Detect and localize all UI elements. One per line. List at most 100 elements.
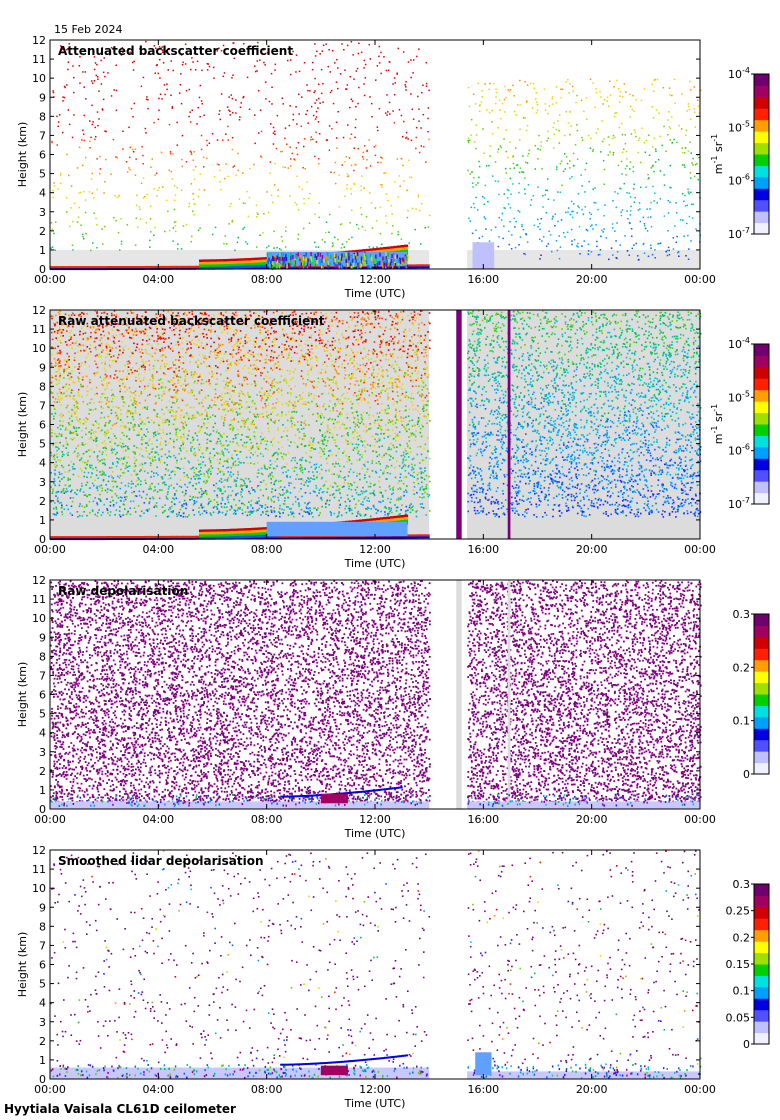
- heatmap-cell: [179, 329, 181, 332]
- heatmap-cell: [93, 56, 96, 58]
- heatmap-cell: [402, 51, 405, 53]
- heatmap-cell: [539, 258, 541, 260]
- heatmap-cell: [294, 385, 296, 387]
- heatmap-cell: [173, 454, 175, 457]
- heatmap-cell: [626, 158, 628, 160]
- heatmap-cell: [420, 145, 423, 147]
- heatmap-cell: [654, 257, 656, 259]
- heatmap-cell: [404, 374, 407, 376]
- heatmap-cell: [422, 399, 424, 402]
- heatmap-cell: [53, 185, 56, 187]
- heatmap-cell: [352, 344, 355, 346]
- heatmap-cell: [645, 139, 648, 142]
- heatmap-cell: [224, 414, 227, 416]
- heatmap-cell: [521, 171, 523, 173]
- heatmap-cell: [81, 395, 83, 398]
- heatmap-cell: [395, 385, 398, 388]
- heatmap-cell: [315, 487, 318, 489]
- heatmap-cell: [312, 61, 314, 64]
- heatmap-cell: [119, 438, 122, 440]
- cloud-layer-segment: [328, 267, 335, 269]
- heatmap-cell: [65, 359, 68, 362]
- heatmap-cell: [277, 256, 279, 261]
- heatmap-cell: [393, 317, 395, 320]
- heatmap-cell: [401, 462, 404, 464]
- heatmap-cell: [148, 438, 151, 440]
- heatmap-cell: [78, 206, 80, 209]
- heatmap-cell: [400, 418, 402, 420]
- heatmap-cell: [206, 144, 208, 147]
- heatmap-cell: [420, 467, 423, 470]
- heatmap-cell: [180, 54, 183, 56]
- heatmap-cell: [348, 252, 350, 257]
- heatmap-cell: [192, 503, 195, 506]
- heatmap-cell: [382, 265, 384, 270]
- heatmap-cell: [274, 162, 276, 165]
- heatmap-cell: [263, 61, 265, 64]
- heatmap-cell: [77, 402, 79, 404]
- heatmap-cell: [226, 369, 229, 371]
- heatmap-cell: [164, 483, 166, 486]
- heatmap-cell: [385, 252, 387, 257]
- heatmap-cell: [361, 316, 364, 319]
- heatmap-cell: [375, 258, 378, 263]
- heatmap-cell: [535, 92, 538, 94]
- heatmap-cell: [569, 83, 571, 85]
- heatmap-cell: [402, 257, 404, 262]
- heatmap-cell: [112, 485, 115, 488]
- heatmap-cell: [199, 477, 202, 480]
- heatmap-cell: [159, 77, 161, 79]
- heatmap-cell: [248, 396, 250, 398]
- heatmap-cell: [104, 373, 107, 376]
- heatmap-cell: [658, 112, 660, 114]
- heatmap-cell: [139, 514, 141, 517]
- heatmap-cell: [319, 415, 322, 417]
- heatmap-cell: [398, 109, 401, 111]
- heatmap-cell: [405, 453, 407, 455]
- heatmap-cell: [417, 358, 419, 361]
- heatmap-region: [467, 249, 700, 269]
- heatmap-cell: [190, 468, 192, 470]
- heatmap-cell: [84, 443, 87, 445]
- heatmap-cell: [339, 347, 342, 350]
- heatmap-cell: [176, 438, 178, 441]
- heatmap-cell: [650, 201, 652, 204]
- heatmap-cell: [292, 323, 295, 325]
- heatmap-cell: [421, 485, 424, 488]
- heatmap-cell: [179, 414, 182, 417]
- heatmap-cell: [566, 162, 569, 165]
- heatmap-cell: [551, 218, 553, 220]
- heatmap-cell: [282, 435, 284, 438]
- cloud-layer-segment: [233, 263, 238, 267]
- heatmap-cell: [158, 109, 160, 112]
- heatmap-cell: [420, 243, 422, 245]
- heatmap-cell: [397, 259, 400, 264]
- heatmap-cell: [133, 507, 136, 509]
- heatmap-cell: [547, 130, 549, 133]
- heatmap-cell: [161, 328, 164, 330]
- heatmap-cell: [364, 446, 366, 449]
- heatmap-cell: [158, 46, 161, 48]
- heatmap-cell: [256, 446, 258, 448]
- heatmap-cell: [270, 505, 272, 508]
- heatmap-cell: [399, 259, 402, 264]
- heatmap-cell: [278, 346, 280, 348]
- heatmap-cell: [133, 400, 136, 402]
- heatmap-cell: [283, 257, 285, 262]
- heatmap-cell: [344, 427, 346, 430]
- heatmap-cell: [374, 387, 376, 389]
- heatmap-cell: [620, 187, 622, 190]
- heatmap-cell: [79, 82, 81, 84]
- heatmap-cell: [114, 411, 117, 414]
- heatmap-cell: [310, 466, 313, 468]
- heatmap-cell: [357, 265, 359, 269]
- heatmap-cell: [201, 312, 203, 315]
- heatmap-cell: [306, 504, 309, 506]
- heatmap-cell: [179, 376, 182, 379]
- heatmap-cell: [508, 230, 510, 233]
- heatmap-cell: [250, 383, 253, 386]
- heatmap-cell: [354, 423, 357, 425]
- heatmap-cell: [308, 461, 311, 464]
- heatmap-cell: [269, 260, 272, 265]
- heatmap-cell: [684, 166, 686, 168]
